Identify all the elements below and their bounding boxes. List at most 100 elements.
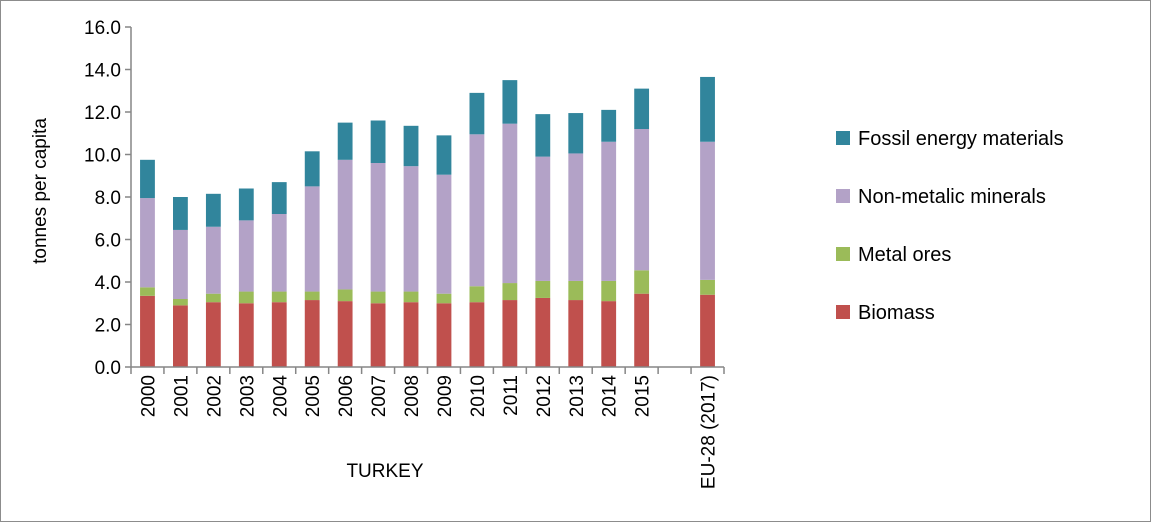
x-tick-label-2010: 2010	[468, 375, 489, 417]
bar-segment-fossil-energy-materials-2012	[535, 114, 551, 157]
bar-segment-non-metalic-minerals-2011	[502, 123, 518, 284]
bar-segment-fossil-energy-materials-2004	[271, 182, 287, 214]
legend-swatch-metal-ores	[836, 247, 850, 261]
bar-segment-non-metalic-minerals-2009	[436, 174, 452, 294]
bar-segment-metal-ores-2009	[436, 293, 452, 304]
y-tick-label: 6.0	[95, 231, 121, 252]
bar-segment-metal-ores-2014	[601, 280, 617, 302]
bar-segment-biomass-2013	[568, 300, 584, 367]
bar-segment-biomass-2012	[535, 297, 551, 367]
x-group-label-turkey: TURKEY	[346, 461, 423, 482]
bar-segment-fossil-energy-materials-2000	[140, 159, 155, 199]
bar-segment-non-metalic-minerals-2007	[370, 163, 386, 292]
x-tick-label-2003: 2003	[237, 375, 258, 417]
x-tick-label-2006: 2006	[336, 375, 357, 417]
bar-segment-metal-ores-2002	[205, 293, 221, 303]
x-tick-label-2011: 2011	[501, 375, 522, 416]
bar-segment-fossil-energy-materials-2002	[205, 193, 221, 227]
bar-segment-metal-ores-2013	[568, 280, 584, 301]
bar-segment-biomass-2008	[403, 302, 419, 367]
x-tick-label-2012: 2012	[534, 375, 555, 417]
bar-segment-non-metalic-minerals-2015	[634, 129, 650, 271]
legend-label-metal-ores: Metal ores	[858, 244, 951, 266]
bar-segment-metal-ores-eu-28-2017	[700, 279, 715, 295]
bar-segment-metal-ores-2012	[535, 280, 551, 298]
y-tick-label: 0.0	[95, 358, 121, 379]
bar-segment-metal-ores-2015	[634, 270, 650, 294]
x-tick-label-2008: 2008	[402, 375, 423, 417]
bar-segment-biomass-2011	[502, 300, 518, 367]
bar-segment-biomass-2003	[238, 303, 254, 367]
bar-segment-non-metalic-minerals-2013	[568, 153, 584, 281]
x-tick-label-2013: 2013	[567, 375, 588, 417]
y-axis-label: tonnes per capita	[30, 118, 51, 264]
bar-segment-non-metalic-minerals-2000	[140, 198, 155, 288]
x-tick-label-2007: 2007	[369, 375, 390, 417]
y-tick-label: 10.0	[84, 146, 121, 167]
bar-segment-fossil-energy-materials-eu-28-2017	[700, 76, 715, 142]
legend: Fossil energy materials Non-metalic miner…	[836, 128, 1064, 324]
bar-segment-metal-ores-2011	[502, 283, 518, 301]
legend-swatch-fossil-energy-materials	[836, 131, 850, 145]
x-tick-label-2000: 2000	[138, 375, 159, 417]
bar-segment-non-metalic-minerals-eu-28-2017	[700, 141, 715, 280]
bar-segment-biomass-2006	[337, 301, 353, 367]
bar-segment-non-metalic-minerals-2008	[403, 166, 419, 292]
bar-segment-metal-ores-2010	[469, 286, 485, 303]
x-axis-ticks: 2000 2001 2002 2003 2004 2005 2006 2007 2008 2009…	[130, 367, 725, 489]
legend-swatch-biomass	[836, 305, 850, 319]
bar-segment-fossil-energy-materials-2001	[173, 197, 188, 230]
y-tick-label: 12.0	[84, 103, 121, 124]
bar-segment-fossil-energy-materials-2009	[436, 135, 452, 175]
bar-segment-fossil-energy-materials-2014	[601, 109, 617, 142]
bar-segment-biomass-2014	[601, 301, 617, 367]
bar-segment-biomass-2000	[140, 295, 155, 367]
bar-segment-fossil-energy-materials-2010	[469, 92, 485, 135]
bar-segment-biomass-2001	[173, 305, 188, 367]
x-tick-label-2009: 2009	[435, 375, 456, 417]
bar-segment-metal-ores-2006	[337, 289, 353, 302]
bar-segment-fossil-energy-materials-2015	[634, 88, 650, 129]
bar-segment-biomass-2004	[271, 302, 287, 367]
bar-segment-non-metalic-minerals-2002	[205, 226, 221, 294]
legend-label-fossil-energy-materials: Fossil energy materials	[858, 128, 1064, 150]
legend-label-biomass: Biomass	[858, 302, 935, 324]
bar-segment-fossil-energy-materials-2003	[238, 188, 254, 221]
y-tick-label: 2.0	[95, 316, 121, 337]
legend-swatch-non-metalic-minerals	[836, 189, 850, 203]
bar-segment-metal-ores-2007	[370, 291, 386, 304]
bar-segment-non-metalic-minerals-2004	[271, 214, 287, 292]
bar-segment-fossil-energy-materials-2011	[502, 80, 518, 124]
bar-segment-non-metalic-minerals-2003	[238, 220, 254, 292]
x-tick-label-2001: 2001	[171, 375, 192, 417]
bar-segment-metal-ores-2005	[304, 291, 320, 301]
bar-segment-biomass-2007	[370, 303, 386, 367]
legend-label-non-metalic-minerals: Non-metalic minerals	[858, 186, 1046, 208]
x-tick-label-2015: 2015	[633, 375, 654, 417]
y-tick-label: 16.0	[84, 18, 121, 39]
bar-segment-metal-ores-2001	[173, 299, 188, 306]
bar-segment-biomass-2010	[469, 302, 485, 367]
bars-layer	[140, 76, 715, 367]
x-tick-label-2005: 2005	[303, 375, 324, 417]
bar-segment-non-metalic-minerals-2012	[535, 156, 551, 281]
bar-segment-metal-ores-2000	[140, 287, 155, 296]
bar-segment-fossil-energy-materials-2005	[304, 151, 320, 187]
bar-segment-biomass-2005	[304, 300, 320, 367]
y-axis-ticks: 0.0 2.0 4.0 6.0 8.0 10.0 12.0 14.0 16.0	[84, 18, 131, 379]
x-tick-label-2014: 2014	[600, 375, 621, 418]
y-tick-label: 14.0	[84, 61, 121, 82]
bar-segment-metal-ores-2008	[403, 291, 419, 303]
bar-segment-biomass-2002	[205, 302, 221, 367]
bar-segment-fossil-energy-materials-2013	[568, 113, 584, 154]
bar-segment-biomass-2015	[634, 293, 650, 367]
x-tick-label-2004: 2004	[270, 375, 291, 418]
bar-segment-non-metalic-minerals-2006	[337, 159, 353, 290]
bar-segment-non-metalic-minerals-2001	[173, 229, 188, 299]
bar-segment-fossil-energy-materials-2007	[370, 120, 386, 163]
bar-segment-biomass-eu-28-2017	[700, 294, 715, 367]
bar-segment-biomass-2009	[436, 303, 452, 367]
bar-segment-non-metalic-minerals-2010	[469, 134, 485, 287]
x-tick-label-eu-28-2017: EU-28 (2017)	[699, 375, 720, 489]
